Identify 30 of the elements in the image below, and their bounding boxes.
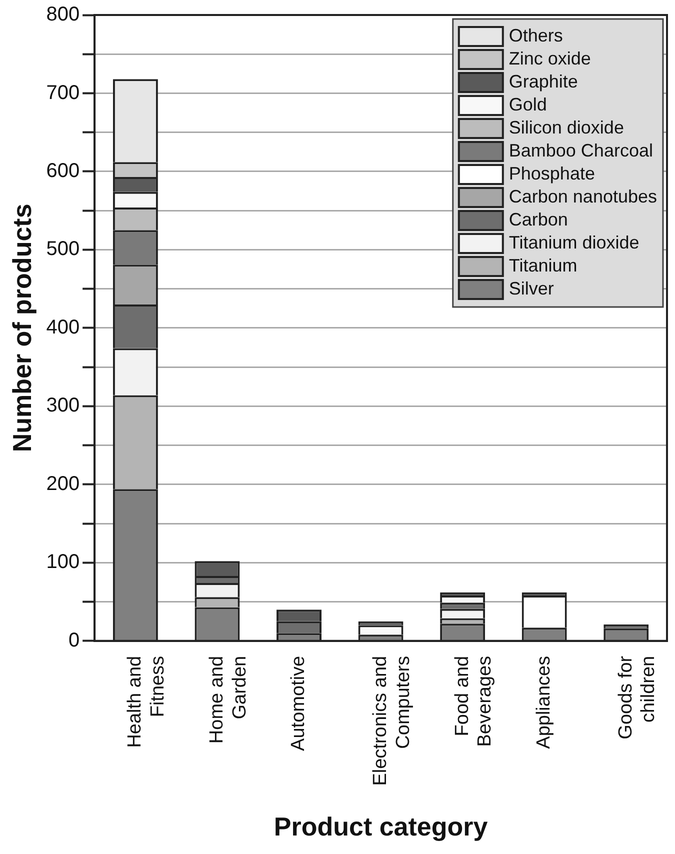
legend-label: Silver bbox=[508, 278, 554, 298]
legend-label: Titanium bbox=[508, 255, 578, 276]
legend-label: Zinc oxide bbox=[508, 48, 591, 68]
y-tick-label: 100 bbox=[46, 551, 80, 574]
x-tick-label: Health and Fitness bbox=[124, 656, 168, 748]
y-tick-label: 500 bbox=[46, 238, 80, 260]
y-tick-label: 0 bbox=[68, 629, 80, 652]
x-tick-label: Automotive bbox=[288, 656, 310, 751]
legend-label: Others bbox=[508, 25, 563, 46]
legend-label: Phosphate bbox=[508, 163, 595, 184]
y-tick-label: 300 bbox=[46, 394, 80, 417]
y-tick-label: 400 bbox=[46, 316, 80, 338]
y-axis-title: Number of products bbox=[6, 204, 37, 452]
legend-label: Titanium dioxide bbox=[508, 232, 640, 252]
y-tick-label: 200 bbox=[46, 472, 80, 495]
x-tick-label: Appliances bbox=[534, 656, 555, 749]
x-axis-title: Product category bbox=[274, 812, 488, 842]
legend-label: Silicon dioxide bbox=[508, 117, 624, 138]
x-tick-label: Goods for children bbox=[615, 655, 660, 740]
x-tick-label: Electronics and Computers bbox=[370, 656, 414, 786]
legend-label: Bamboo Charcoal bbox=[508, 140, 653, 160]
y-tick-label: 600 bbox=[46, 160, 80, 182]
x-tick-label: Home and Garden bbox=[206, 656, 250, 744]
y-tick-label: 800 bbox=[46, 4, 80, 26]
legend-label: Carbon nanotubes bbox=[508, 186, 658, 206]
legend-label: Carbon bbox=[508, 209, 568, 230]
x-tick-label: Food and Beverages bbox=[452, 656, 496, 747]
y-tick-label: 700 bbox=[46, 82, 80, 104]
legend-label: Graphite bbox=[508, 71, 578, 92]
legend-label: Gold bbox=[508, 94, 547, 114]
